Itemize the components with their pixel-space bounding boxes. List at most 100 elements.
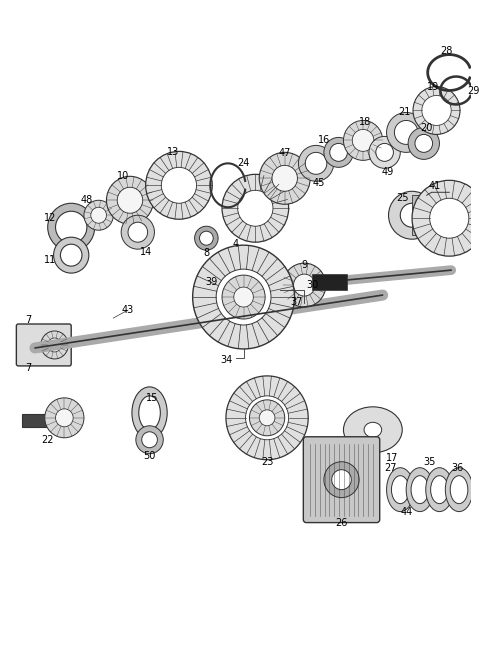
Circle shape	[234, 287, 253, 307]
Ellipse shape	[344, 407, 402, 453]
Circle shape	[415, 134, 432, 153]
Ellipse shape	[445, 468, 473, 512]
Text: 37: 37	[290, 297, 303, 307]
Ellipse shape	[450, 476, 468, 504]
Circle shape	[259, 153, 310, 204]
Text: 21: 21	[398, 107, 410, 117]
Ellipse shape	[406, 468, 433, 512]
Text: 43: 43	[122, 305, 134, 315]
Text: 36: 36	[451, 462, 463, 473]
Circle shape	[216, 269, 271, 325]
Circle shape	[259, 410, 275, 426]
Text: 11: 11	[44, 255, 56, 265]
Text: 39: 39	[205, 277, 217, 287]
Circle shape	[324, 138, 353, 167]
Circle shape	[299, 145, 334, 181]
Text: 15: 15	[146, 393, 159, 403]
Text: 50: 50	[144, 451, 156, 460]
Circle shape	[305, 153, 327, 174]
Text: 9: 9	[301, 260, 307, 270]
Text: 41: 41	[429, 181, 441, 191]
Ellipse shape	[348, 441, 368, 451]
Circle shape	[48, 203, 95, 251]
Circle shape	[400, 203, 424, 227]
Circle shape	[386, 113, 426, 153]
Circle shape	[192, 245, 295, 349]
Ellipse shape	[139, 396, 160, 430]
Circle shape	[408, 128, 440, 159]
Circle shape	[56, 212, 87, 243]
Circle shape	[226, 376, 308, 460]
Circle shape	[330, 143, 348, 161]
Circle shape	[222, 174, 288, 242]
Circle shape	[352, 130, 374, 151]
Circle shape	[136, 426, 163, 454]
Text: 13: 13	[167, 147, 179, 157]
Circle shape	[60, 244, 82, 266]
Circle shape	[369, 136, 400, 168]
Text: 18: 18	[359, 117, 371, 128]
Circle shape	[194, 226, 218, 250]
Circle shape	[142, 432, 157, 448]
Circle shape	[84, 200, 113, 230]
Bar	[22, 414, 52, 427]
Ellipse shape	[392, 476, 409, 504]
Text: 7: 7	[25, 315, 31, 325]
Text: 45: 45	[313, 178, 325, 188]
Circle shape	[344, 121, 383, 160]
Text: 47: 47	[278, 149, 291, 159]
Circle shape	[332, 470, 351, 490]
Circle shape	[128, 222, 148, 242]
Text: 19: 19	[428, 81, 440, 92]
Circle shape	[121, 215, 155, 249]
Text: 10: 10	[117, 172, 129, 181]
Circle shape	[238, 191, 273, 226]
Text: 35: 35	[423, 457, 436, 467]
Circle shape	[117, 187, 143, 214]
Text: 30: 30	[306, 280, 318, 290]
Text: 12: 12	[44, 214, 56, 223]
Text: 29: 29	[468, 86, 480, 96]
Text: 28: 28	[440, 46, 453, 56]
Text: 34: 34	[220, 355, 232, 365]
Text: 26: 26	[336, 517, 348, 527]
Ellipse shape	[132, 387, 167, 439]
Circle shape	[422, 96, 451, 125]
Text: 24: 24	[238, 159, 250, 168]
Circle shape	[54, 237, 89, 273]
Circle shape	[91, 207, 107, 223]
Circle shape	[430, 198, 469, 238]
Circle shape	[324, 462, 359, 498]
Circle shape	[395, 121, 418, 144]
Circle shape	[56, 409, 73, 427]
Text: 16: 16	[318, 136, 330, 145]
Circle shape	[200, 231, 213, 245]
Circle shape	[283, 263, 326, 307]
Circle shape	[161, 167, 197, 203]
Circle shape	[204, 289, 218, 303]
Circle shape	[388, 191, 435, 239]
Circle shape	[413, 86, 460, 134]
Circle shape	[45, 398, 84, 438]
FancyBboxPatch shape	[16, 324, 71, 366]
Circle shape	[412, 180, 480, 256]
FancyBboxPatch shape	[303, 437, 380, 523]
Circle shape	[145, 151, 212, 219]
Text: 22: 22	[41, 435, 54, 445]
Circle shape	[41, 331, 68, 359]
Bar	[412, 195, 420, 235]
Text: 25: 25	[396, 193, 408, 203]
Bar	[312, 274, 348, 290]
Ellipse shape	[426, 468, 453, 512]
Circle shape	[222, 275, 265, 319]
Text: 14: 14	[140, 247, 152, 257]
Circle shape	[246, 396, 288, 440]
Text: 20: 20	[420, 123, 433, 134]
Circle shape	[48, 338, 61, 352]
Circle shape	[107, 176, 154, 224]
Text: 4: 4	[233, 239, 239, 249]
Circle shape	[250, 400, 285, 436]
Text: 49: 49	[382, 167, 394, 178]
Text: 23: 23	[261, 457, 273, 467]
Text: 48: 48	[81, 195, 93, 205]
